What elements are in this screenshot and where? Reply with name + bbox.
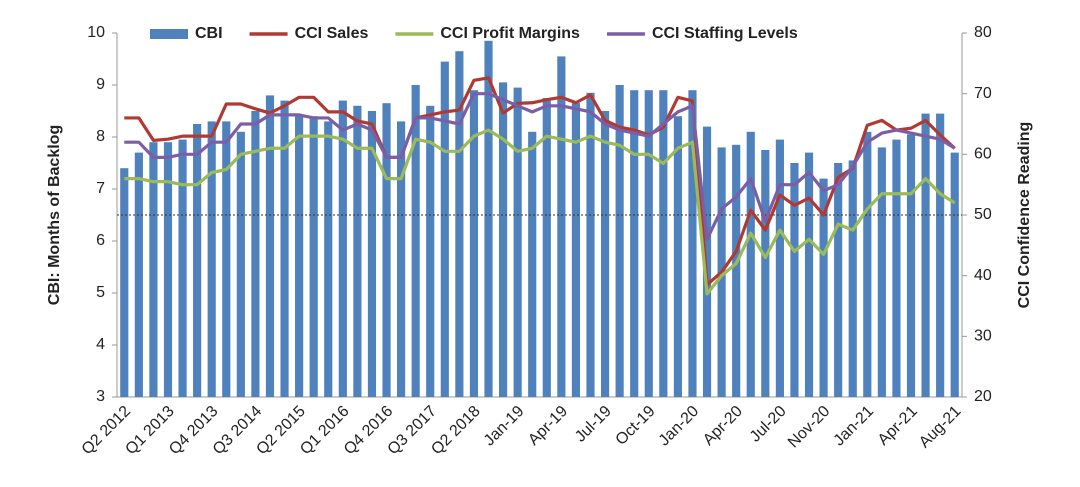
bar — [528, 131, 537, 398]
bar — [469, 90, 479, 397]
bar — [673, 116, 682, 397]
x-tick-label: Jan-19 — [481, 403, 528, 450]
x-tick-label: Q2 2018 — [428, 403, 484, 459]
x-tick-label: Oct-19 — [613, 403, 659, 449]
y2-tick-label: 50 — [974, 206, 992, 223]
bar — [178, 139, 187, 397]
bar — [571, 103, 581, 397]
bar — [804, 152, 814, 397]
bar — [324, 121, 333, 398]
legend-label: CCI Staffing Levels — [652, 25, 798, 42]
y-tick-label: 7 — [96, 180, 105, 197]
bar — [702, 126, 712, 397]
y2-tick-label: 40 — [974, 267, 992, 284]
y2-tick-label: 20 — [974, 388, 992, 405]
bar — [455, 51, 464, 397]
x-tick-label: Jan-20 — [656, 403, 703, 450]
line-series — [124, 76, 956, 287]
legend-label: CCI Sales — [295, 25, 369, 42]
y2-tick-label: 30 — [974, 328, 992, 345]
line-series — [124, 92, 956, 241]
x-tick-label: Jan-21 — [830, 403, 877, 450]
bar — [863, 131, 872, 398]
bar — [950, 152, 959, 397]
bar — [819, 178, 828, 397]
bar — [295, 116, 304, 397]
legend-label: CBI — [195, 25, 223, 42]
y2-tick-label: 70 — [974, 85, 992, 102]
bar — [892, 139, 901, 397]
bar — [367, 111, 377, 397]
bar — [280, 100, 289, 397]
bar — [615, 85, 624, 397]
y2-tick-label: 60 — [974, 146, 992, 163]
bar — [120, 168, 129, 397]
bar — [557, 56, 566, 398]
bar — [834, 163, 843, 397]
bar — [397, 121, 406, 398]
bar — [426, 105, 435, 398]
y2-axis-title: CCI Confidence Reading — [1016, 122, 1033, 309]
bar — [936, 113, 945, 397]
bar — [790, 163, 799, 397]
bar — [746, 131, 755, 398]
bar — [921, 113, 930, 397]
x-tick-label: Apr-19 — [525, 403, 571, 449]
y-tick-label: 4 — [96, 336, 105, 353]
y-tick-label: 10 — [87, 24, 105, 41]
bar — [163, 142, 173, 397]
bar — [542, 98, 551, 397]
y-axis-title: CBI: Months of Backlog — [46, 125, 63, 305]
bar — [411, 85, 420, 397]
bar — [149, 142, 158, 397]
bar — [265, 95, 275, 398]
bar — [761, 150, 770, 397]
bar — [353, 105, 362, 398]
bar — [688, 90, 697, 397]
bar — [644, 90, 653, 397]
legend-swatch — [150, 29, 188, 39]
bar — [659, 90, 668, 397]
y2-tick-label: 80 — [974, 24, 992, 41]
bar — [732, 144, 741, 397]
bar — [513, 87, 522, 397]
bar — [600, 111, 610, 397]
x-tick-label: Nov-20 — [785, 403, 834, 452]
legend-label: CCI Profit Margins — [440, 25, 580, 42]
x-tick-label: Jul-19 — [572, 403, 615, 446]
y-tick-label: 9 — [96, 76, 105, 93]
bar — [193, 124, 202, 397]
bar — [236, 131, 245, 398]
x-tick-label: Jul-20 — [747, 403, 790, 446]
bar — [630, 90, 639, 397]
y-tick-label: 3 — [96, 388, 105, 405]
bar — [848, 160, 857, 397]
bar — [775, 139, 784, 397]
x-tick-label: Aug-21 — [916, 403, 965, 452]
x-tick-label: Apr-21 — [875, 403, 921, 449]
y-tick-label: 6 — [96, 232, 105, 249]
x-tick-label: Apr-20 — [700, 403, 746, 449]
y-tick-label: 5 — [96, 284, 105, 301]
bar — [440, 61, 449, 397]
bar — [484, 40, 493, 398]
bar — [134, 152, 143, 397]
bar — [338, 100, 347, 397]
bar — [382, 103, 391, 397]
y-tick-label: 8 — [96, 128, 105, 145]
bar — [877, 147, 886, 397]
bar — [586, 92, 595, 398]
bar — [309, 116, 318, 397]
bar — [906, 134, 916, 397]
bar — [251, 111, 260, 397]
bar — [207, 121, 216, 398]
line-series — [124, 128, 956, 296]
bar — [498, 82, 508, 398]
bar — [222, 121, 231, 398]
